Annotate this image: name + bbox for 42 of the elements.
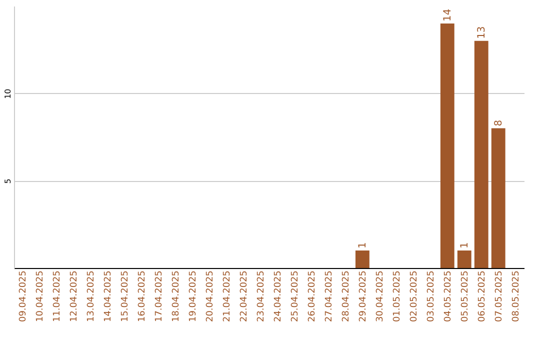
data-label: 1 [357,242,368,249]
data-label: 8 [493,120,504,126]
x-tick-label: 14.04.2025 [104,270,114,322]
x-tick-label: 27.04.2025 [324,270,334,322]
bar [440,23,454,268]
x-tick-label: 30.04.2025 [375,270,386,322]
x-tick-label: 05.05.2025 [460,270,470,322]
data-label: 13 [476,26,488,39]
x-tick-label: 20.04.2025 [206,270,216,322]
x-tick-label: 21.04.2025 [222,270,233,322]
y-tick-label: 10 [4,88,12,99]
x-tick-label: 13.04.2025 [86,270,97,322]
x-tick-label: 02.05.2025 [409,270,420,322]
x-tick-label: 01.05.2025 [392,270,402,322]
x-tick-label: 24.04.2025 [273,270,284,322]
x-tick-label: 10.04.2025 [36,270,46,322]
x-tick-label: 08.05.2025 [511,270,522,322]
x-tick-label: 16.04.2025 [138,270,148,322]
x-tick-label: 12.04.2025 [70,270,80,322]
data-label: 1 [459,242,470,249]
x-tick-label: 23.04.2025 [256,270,267,322]
x-tick-label: 06.05.2025 [477,270,488,322]
bar [457,250,472,268]
x-tick-label: 07.05.2025 [494,270,504,322]
x-tick-label: 11.04.2025 [52,270,63,322]
bar [491,128,506,268]
y-tick-label: 5 [4,178,12,184]
bar [355,250,370,268]
x-tick-label: 03.05.2025 [426,270,436,322]
x-tick-label: 17.04.2025 [154,270,165,322]
bar [474,40,488,268]
x-tick-label: 29.04.2025 [358,270,368,322]
x-tick-label: 26.04.2025 [307,270,318,322]
x-tick-label: 22.04.2025 [240,270,250,322]
x-tick-label: 18.04.2025 [172,270,182,322]
x-tick-label: 15.04.2025 [120,270,131,322]
x-tick-label: 04.05.2025 [443,270,454,322]
x-tick-label: 09.04.2025 [18,270,29,322]
x-tick-label: 19.04.2025 [188,270,199,322]
x-tick-label: 25.04.2025 [290,270,300,322]
x-tick-label: 28.04.2025 [341,270,352,322]
data-label: 14 [442,8,454,22]
